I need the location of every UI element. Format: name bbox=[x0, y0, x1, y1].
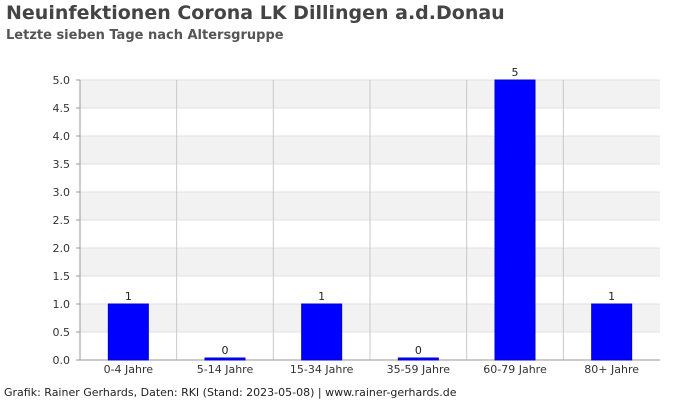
y-tick-label: 1.5 bbox=[53, 270, 71, 283]
y-tick-label: 1.0 bbox=[53, 298, 71, 311]
data-label: 0 bbox=[222, 344, 229, 357]
y-tick-label: 4.0 bbox=[53, 130, 71, 143]
data-label: 1 bbox=[318, 290, 325, 303]
data-label: 1 bbox=[608, 290, 615, 303]
y-tick-label: 2.5 bbox=[53, 214, 71, 227]
bar bbox=[494, 79, 536, 361]
bar bbox=[301, 303, 343, 361]
y-tick-label: 2.0 bbox=[53, 242, 71, 255]
source-footer: Grafik: Rainer Gerhards, Daten: RKI (Sta… bbox=[4, 386, 457, 399]
bar bbox=[107, 303, 149, 361]
y-tick-label: 3.5 bbox=[53, 158, 71, 171]
data-label: 5 bbox=[512, 66, 519, 79]
x-tick-label: 15-34 Jahre bbox=[290, 363, 354, 376]
y-tick-label: 0.5 bbox=[53, 326, 71, 339]
x-tick-label: 5-14 Jahre bbox=[197, 363, 254, 376]
data-label: 0 bbox=[415, 344, 422, 357]
data-label: 1 bbox=[125, 290, 132, 303]
bar bbox=[591, 303, 633, 361]
y-tick-label: 5.0 bbox=[53, 74, 71, 87]
x-tick-label: 35-59 Jahre bbox=[387, 363, 451, 376]
y-tick-label: 3.0 bbox=[53, 186, 71, 199]
chart-subtitle: Letzte sieben Tage nach Altersgruppe bbox=[6, 28, 284, 43]
y-tick-label: 0.0 bbox=[53, 354, 71, 367]
x-tick-label: 80+ Jahre bbox=[584, 363, 639, 376]
bar bbox=[204, 357, 246, 361]
y-tick-label: 4.5 bbox=[53, 102, 71, 115]
x-tick-label: 60-79 Jahre bbox=[483, 363, 547, 376]
x-tick-label: 0-4 Jahre bbox=[104, 363, 154, 376]
bar bbox=[397, 357, 439, 361]
chart-title: Neuinfektionen Corona LK Dillingen a.d.D… bbox=[6, 2, 505, 24]
